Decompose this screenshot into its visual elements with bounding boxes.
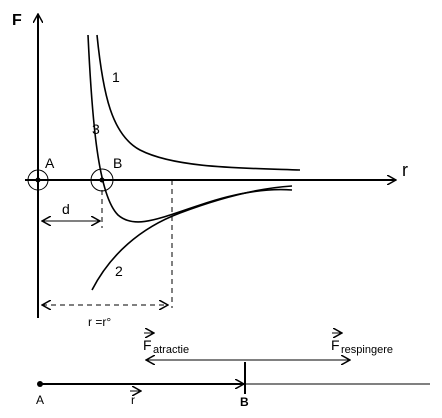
- curve-label: 2: [115, 263, 123, 279]
- curve-label: 3: [92, 121, 100, 137]
- point-dot: [35, 177, 41, 183]
- curve-label: 1: [112, 69, 120, 85]
- point-label: A: [45, 155, 55, 171]
- point-dot: [37, 381, 43, 387]
- force-subscript: respingere: [341, 344, 393, 356]
- y-axis-label: F: [12, 12, 22, 29]
- force-symbol: F: [143, 337, 152, 353]
- x-axis-label: r: [402, 160, 408, 180]
- curve-1: [96, 34, 301, 171]
- point-circle: [27, 169, 49, 191]
- point-label: A: [36, 393, 44, 407]
- point-dot: [99, 177, 105, 183]
- point-label: B: [113, 155, 122, 171]
- curve-2: [91, 185, 293, 291]
- force-symbol: F: [331, 337, 340, 353]
- force-subscript: atractie: [153, 344, 189, 356]
- vector-label: r: [131, 393, 135, 407]
- dimension-label: d: [62, 201, 70, 217]
- dimension-label: r =r°: [88, 315, 111, 329]
- point-label: B: [240, 395, 249, 409]
